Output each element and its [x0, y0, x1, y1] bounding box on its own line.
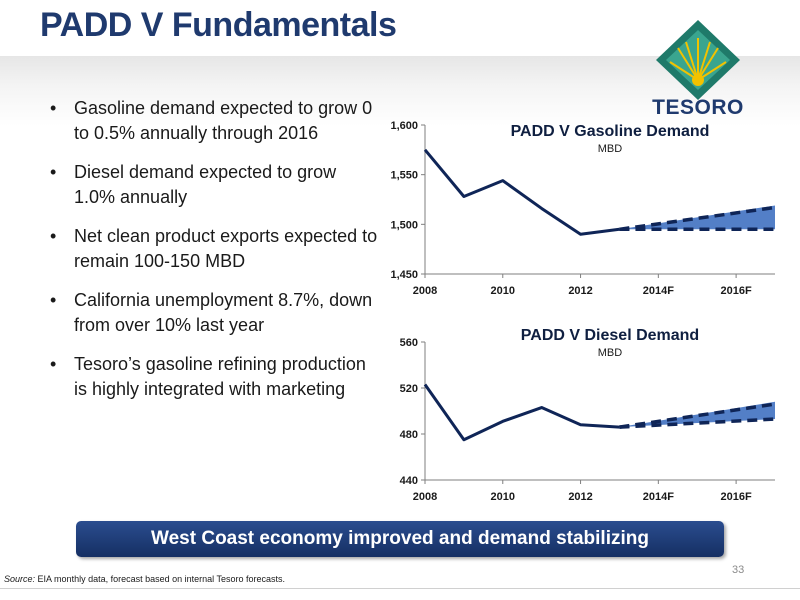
y-tick-label: 1,450: [390, 269, 418, 281]
actual-demand-line: [423, 148, 620, 236]
bullet-item: • Diesel demand expected to grow 1.0% ann…: [20, 160, 380, 210]
chart-subtitle: MBD: [598, 143, 623, 155]
source-text: EIA monthly data, forecast based on inte…: [37, 574, 286, 584]
y-tick-label: 1,550: [390, 170, 418, 182]
bullet-item: • California unemployment 8.7%, down from…: [20, 288, 380, 338]
y-tick-label: 1,500: [390, 219, 418, 231]
bullet-text: Diesel demand expected to grow 1.0% annu…: [74, 162, 337, 207]
footer-divider: [0, 588, 800, 589]
forecast-lower-line: [619, 417, 776, 429]
x-tick-label: 2008: [413, 491, 437, 503]
bullet-text: Tesoro’s gasoline refining production is…: [74, 354, 366, 399]
title-band: [0, 0, 800, 56]
page-title: PADD V Fundamentals: [40, 6, 397, 44]
bullet-dot-icon: •: [50, 162, 57, 182]
tesoro-logo-icon: [656, 20, 740, 100]
x-tick-label: 2014F: [643, 285, 674, 297]
gasoline-demand-chart: 1,450 1,500 1,550 1,600 2008 2010 2012 2014F 201…: [390, 120, 776, 297]
forecast-upper-line: [619, 402, 776, 429]
x-tick-label: 2014F: [643, 491, 674, 503]
x-tick-label: 2016F: [721, 285, 752, 297]
x-tick-label: 2010: [491, 285, 515, 297]
bullet-dot-icon: •: [50, 226, 57, 246]
x-tick-label: 2008: [413, 285, 437, 297]
bullet-list: • Gasoline demand expected to grow 0 to 0…: [20, 96, 380, 416]
y-tick-label: 1,600: [390, 120, 418, 132]
bullet-text: Net clean product exports expected to re…: [74, 226, 378, 271]
bullet-dot-icon: •: [50, 98, 57, 118]
source-note: Source: EIA monthly data, forecast based…: [4, 574, 285, 584]
source-label: Source:: [4, 574, 36, 584]
bullet-dot-icon: •: [50, 354, 57, 374]
y-tick-label: 560: [400, 337, 418, 349]
bullet-text: Gasoline demand expected to grow 0 to 0.…: [74, 98, 373, 143]
y-tick-label: 440: [400, 475, 418, 487]
content-background: [0, 56, 800, 600]
x-tick-label: 2016F: [721, 491, 752, 503]
logo-wordmark: TESORO: [652, 96, 744, 119]
chart-subtitle: MBD: [598, 347, 623, 359]
bullet-dot-icon: •: [50, 290, 57, 310]
bullet-item: • Tesoro’s gasoline refining production i…: [20, 352, 380, 402]
chart-title: PADD V Diesel Demand: [521, 327, 699, 344]
forecast-upper-line: [619, 205, 776, 232]
y-tick-label: 480: [400, 429, 418, 441]
page-number: 33: [732, 564, 745, 576]
actual-demand-line: [423, 383, 620, 442]
diesel-demand-chart: 440 480 520 560 2008 2010 2012 2014F 2016F PADD V…: [400, 327, 776, 503]
forecast-range-band: [619, 205, 775, 230]
y-tick-label: 520: [400, 383, 418, 395]
x-tick-label: 2012: [568, 491, 592, 503]
chart-title: PADD V Gasoline Demand: [511, 123, 710, 140]
summary-banner: West Coast economy improved and demand s…: [76, 521, 724, 557]
bullet-item: • Net clean product exports expected to r…: [20, 224, 380, 274]
x-tick-label: 2010: [491, 491, 515, 503]
x-tick-label: 2012: [568, 285, 592, 297]
bullet-item: • Gasoline demand expected to grow 0 to 0…: [20, 96, 380, 146]
bullet-text: California unemployment 8.7%, down from …: [74, 290, 373, 335]
